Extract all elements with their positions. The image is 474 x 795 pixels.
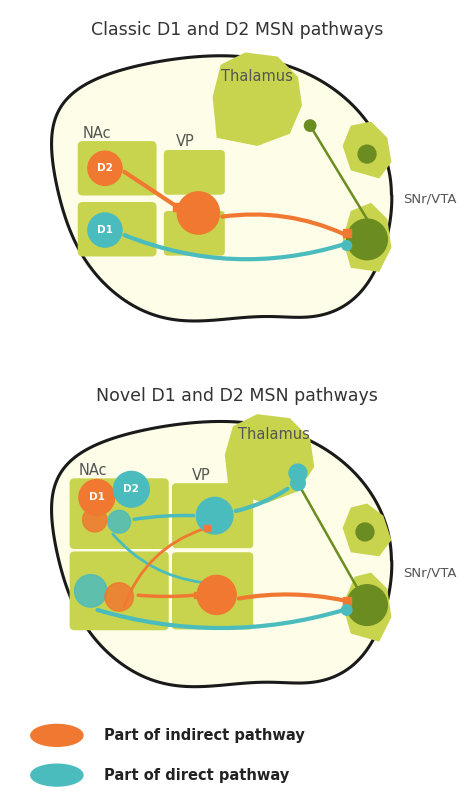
FancyBboxPatch shape bbox=[164, 211, 225, 256]
Polygon shape bbox=[225, 414, 314, 503]
FancyArrowPatch shape bbox=[125, 235, 344, 259]
FancyBboxPatch shape bbox=[172, 483, 253, 549]
FancyArrowPatch shape bbox=[239, 595, 344, 600]
Text: Thalamus: Thalamus bbox=[221, 69, 293, 84]
Circle shape bbox=[341, 605, 352, 615]
Circle shape bbox=[31, 764, 83, 786]
Text: VP: VP bbox=[192, 467, 211, 483]
Text: D2: D2 bbox=[97, 163, 113, 173]
FancyArrowPatch shape bbox=[124, 172, 175, 205]
Circle shape bbox=[356, 523, 374, 541]
FancyBboxPatch shape bbox=[70, 552, 169, 630]
FancyBboxPatch shape bbox=[164, 150, 225, 195]
Circle shape bbox=[358, 145, 376, 163]
Circle shape bbox=[304, 120, 316, 131]
Polygon shape bbox=[343, 122, 392, 178]
Text: Classic D1 and D2 MSN pathways: Classic D1 and D2 MSN pathways bbox=[91, 21, 383, 39]
FancyBboxPatch shape bbox=[78, 141, 156, 196]
FancyArrowPatch shape bbox=[134, 515, 193, 519]
FancyArrowPatch shape bbox=[124, 529, 204, 607]
FancyBboxPatch shape bbox=[70, 479, 169, 549]
Circle shape bbox=[289, 464, 307, 482]
Circle shape bbox=[346, 585, 387, 626]
Circle shape bbox=[82, 507, 107, 532]
Circle shape bbox=[88, 213, 122, 247]
Polygon shape bbox=[343, 572, 392, 642]
Circle shape bbox=[108, 510, 130, 533]
Circle shape bbox=[31, 724, 83, 747]
Text: NAc: NAc bbox=[79, 463, 107, 479]
Polygon shape bbox=[343, 203, 392, 272]
Circle shape bbox=[74, 575, 107, 607]
Circle shape bbox=[196, 498, 233, 534]
Polygon shape bbox=[52, 56, 392, 321]
Text: D1: D1 bbox=[89, 492, 105, 502]
FancyArrowPatch shape bbox=[236, 489, 288, 511]
FancyArrowPatch shape bbox=[222, 215, 344, 235]
FancyArrowPatch shape bbox=[98, 610, 344, 628]
Circle shape bbox=[197, 576, 236, 615]
Text: NAc: NAc bbox=[82, 126, 111, 142]
Circle shape bbox=[346, 219, 387, 260]
Text: Novel D1 and D2 MSN pathways: Novel D1 and D2 MSN pathways bbox=[96, 387, 378, 405]
Text: D1: D1 bbox=[97, 225, 113, 235]
FancyBboxPatch shape bbox=[78, 202, 156, 257]
Polygon shape bbox=[213, 52, 302, 146]
Text: VP: VP bbox=[176, 134, 195, 149]
Circle shape bbox=[79, 479, 115, 515]
Text: Thalamus: Thalamus bbox=[237, 427, 310, 442]
Text: D2: D2 bbox=[123, 484, 139, 494]
Circle shape bbox=[113, 471, 149, 507]
FancyBboxPatch shape bbox=[172, 553, 253, 630]
Circle shape bbox=[342, 241, 352, 250]
Text: Part of direct pathway: Part of direct pathway bbox=[104, 768, 290, 782]
Text: SNr/VTA: SNr/VTA bbox=[403, 566, 457, 579]
FancyArrowPatch shape bbox=[138, 595, 194, 596]
Circle shape bbox=[105, 583, 133, 611]
Circle shape bbox=[88, 151, 122, 185]
FancyArrowPatch shape bbox=[113, 534, 202, 583]
Circle shape bbox=[177, 192, 219, 234]
Polygon shape bbox=[343, 503, 392, 556]
Text: Part of indirect pathway: Part of indirect pathway bbox=[104, 728, 305, 743]
Circle shape bbox=[291, 476, 305, 491]
Polygon shape bbox=[52, 421, 392, 687]
Text: SNr/VTA: SNr/VTA bbox=[403, 192, 457, 205]
